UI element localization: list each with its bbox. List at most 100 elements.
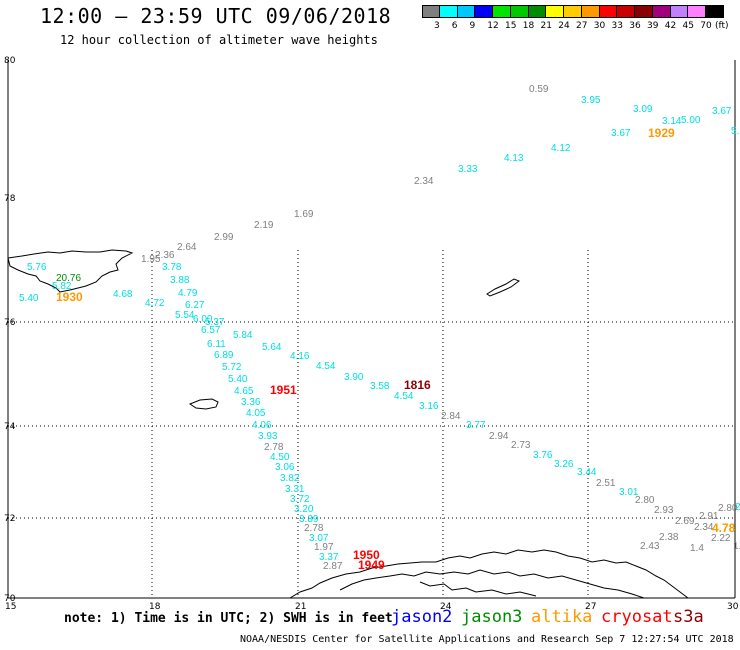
scale-swatch xyxy=(439,5,458,18)
wave-height-label: 5.54 xyxy=(175,310,195,321)
wave-height-label: 1.95 xyxy=(141,254,161,265)
scale-swatch xyxy=(652,5,671,18)
wave-height-label: 4.54 xyxy=(316,361,336,372)
scale-tick-label: 3 xyxy=(434,21,440,31)
wave-height-label: 3.36 xyxy=(241,397,261,408)
wave-height-label: 4.50 xyxy=(270,452,290,463)
wave-height-label: 2.36 xyxy=(155,250,175,261)
coast-fjords xyxy=(419,581,537,597)
scale-swatch xyxy=(581,5,600,18)
wave-height-label: 4.05 xyxy=(246,408,266,419)
wave-height-label: 5.37 xyxy=(205,317,225,328)
wave-height-label: 0.59 xyxy=(529,84,549,95)
wave-height-label: 3.77 xyxy=(466,420,486,431)
scale-swatch xyxy=(564,5,582,18)
legend-cryosat: cryosat xyxy=(601,607,673,627)
scale-tick-label: 9 xyxy=(469,21,476,31)
wave-height-labels: 0.59 3.95 3.09 3.67 3.14 5.00 3.67 5. 1929 4.12 4.… xyxy=(19,84,740,572)
wave-height-label: 5.76 xyxy=(27,262,47,273)
latitude-tick: 74 xyxy=(4,422,16,432)
scale-swatch xyxy=(688,5,706,18)
credit-line: NOAA/NESDIS Center for Satellite Applica… xyxy=(240,634,734,645)
scale-swatch xyxy=(528,5,547,18)
scale-tick-label: 15 xyxy=(505,21,517,31)
wave-height-label: 3.58 xyxy=(370,381,390,392)
scale-swatch xyxy=(546,5,564,18)
wave-height-label: 3.09 xyxy=(633,104,653,115)
wave-height-label: 2.19 xyxy=(254,220,274,231)
coast-scandinavia-inner xyxy=(339,569,645,599)
scale-tick-label: 6 xyxy=(451,21,458,31)
wave-height-label: 3.06 xyxy=(275,462,295,473)
scale-tick-label: 36 xyxy=(629,21,641,31)
legend-jason3: jason3 xyxy=(461,607,523,627)
scale-swatch xyxy=(510,5,529,18)
wave-height-label: 5.40 xyxy=(19,293,39,304)
wave-height-label: 2.91 xyxy=(699,511,719,522)
wave-height-label: 6.27 xyxy=(185,300,205,311)
wave-height-label: 3.76 xyxy=(533,450,553,461)
latitude-tick: 78 xyxy=(4,194,16,204)
wave-height-label: 1.69 xyxy=(294,209,314,220)
wave-height-label: 2.38 xyxy=(659,532,679,543)
wave-height-label: 3.20 xyxy=(294,504,314,515)
wave-height-label: 3.01 xyxy=(619,487,639,498)
wave-height-label: 5.82 xyxy=(52,281,72,292)
footer-note: note: 1) Time is in UTC; 2) SWH is in fe… xyxy=(64,611,393,626)
wave-height-label: 2.78 xyxy=(264,442,284,453)
legend-altika: altika xyxy=(531,607,593,627)
scale-tick-label: 70 xyxy=(700,21,712,31)
scale-tick-label: 12 xyxy=(487,21,499,31)
wave-height-label: 3.67 xyxy=(712,106,732,117)
wave-height-label: 5.00 xyxy=(681,115,701,126)
longitude-tick: 21 xyxy=(295,602,306,612)
island-bjornoya xyxy=(188,398,219,410)
wave-height-label: 3.78 xyxy=(162,262,182,273)
scale-swatch xyxy=(599,5,618,18)
wave-height-label: 6.89 xyxy=(214,350,234,361)
wave-height-label: 3.16 xyxy=(419,401,439,412)
wave-height-label: 2.64 xyxy=(177,242,197,253)
latitude-tick: 76 xyxy=(4,318,16,328)
wave-height-label: 5.84 xyxy=(233,330,253,341)
scale-tick-label: 39 xyxy=(647,21,659,31)
wave-height-label: 5.64 xyxy=(262,342,282,353)
scale-swatch xyxy=(475,5,493,18)
coastlines xyxy=(7,249,689,599)
wave-height-label: 1.4 xyxy=(690,543,704,554)
scale-swatch xyxy=(670,5,689,18)
legend-s3a: s3a xyxy=(673,607,704,627)
wave-height-label: 2.34 xyxy=(414,176,434,187)
wave-height-label: 1949 xyxy=(358,558,385,572)
wave-height-label: 2.99 xyxy=(214,232,234,243)
wave-height-label: 4.12 xyxy=(551,143,571,154)
longitude-tick: 30 xyxy=(727,602,739,612)
latitude-tick: 70 xyxy=(4,594,16,604)
page-subtitle: 12 hour collection of altimeter wave hei… xyxy=(60,33,378,47)
wave-height-label: 4.16 xyxy=(290,351,310,362)
wave-height-label: 3.33 xyxy=(458,164,478,175)
wave-height-label: 4.06 xyxy=(252,420,272,431)
scale-tick-label: 30 xyxy=(593,21,606,31)
scale-tick-label: 24 xyxy=(558,21,570,31)
wave-height-label: 1816 xyxy=(404,378,431,392)
scale-swatch xyxy=(635,5,653,18)
longitude-tick: 18 xyxy=(149,602,161,612)
wave-height-label: 6.11 xyxy=(207,339,226,350)
scale-tick-label: 45 xyxy=(682,21,694,31)
wave-height-label: 2.84 xyxy=(441,411,461,422)
wave-height-label: 2.78 xyxy=(304,523,324,534)
wave-height-label: 3.93 xyxy=(258,431,278,442)
wave-height-label: 3.72 xyxy=(290,494,310,505)
wave-height-label: 2.94 xyxy=(489,431,509,442)
wave-height-label: 1951 xyxy=(270,383,297,397)
wave-height-label: 1.6 xyxy=(733,541,740,552)
wave-height-label: 4.65 xyxy=(234,386,254,397)
wave-height-label: 1.97 xyxy=(314,542,334,553)
wave-height-label: 4.78 xyxy=(712,521,736,535)
wave-height-label: 6.00 xyxy=(193,314,213,325)
wave-height-label: 2.73 xyxy=(511,440,531,451)
wave-height-label: 3.95 xyxy=(581,95,601,106)
wave-height-label: 3.26 xyxy=(554,459,574,470)
